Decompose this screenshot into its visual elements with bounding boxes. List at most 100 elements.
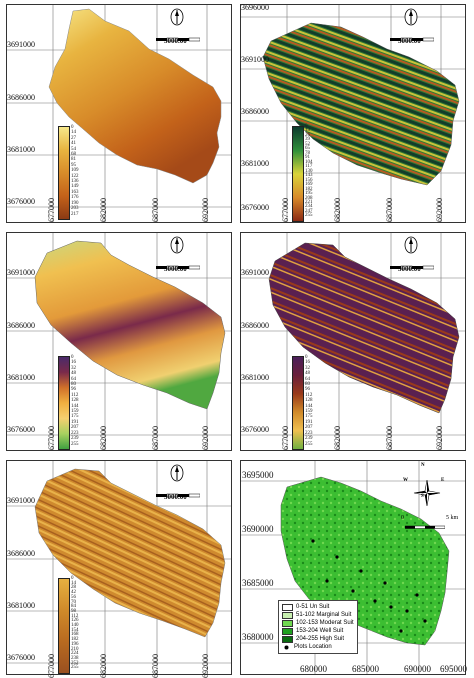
northing-tick-label: 3686000	[7, 321, 35, 330]
legend-value: 109	[71, 168, 79, 174]
legend-entry-label: 51-102 Marginal Suit	[296, 612, 352, 618]
easting-tick-label: 682000	[99, 654, 108, 678]
legend-value: 28	[71, 585, 76, 591]
legend-value: 68	[71, 152, 76, 158]
northing-tick-label: 3681000	[7, 373, 35, 382]
easting-tick-label: 692000	[201, 198, 210, 222]
study-area-shape	[48, 8, 222, 184]
legend-value: 207	[71, 425, 79, 431]
legend-value: 144	[305, 403, 313, 409]
northing-tick-label: 3690000	[242, 524, 274, 534]
legend-value: 191	[305, 419, 313, 425]
north-arrow-icon	[169, 8, 185, 33]
color-ramp-legend	[58, 356, 70, 450]
northing-tick-label: 3676000	[7, 425, 35, 434]
legend-values: 0 16 32 48 64 80 96 112 128 144 159 175 191 207 223 239…	[71, 355, 79, 447]
scale-label: 3000.00	[164, 37, 187, 45]
color-ramp-legend	[292, 356, 304, 450]
class-swatch	[282, 603, 293, 611]
suitability-legend: 0-51 Un Suit 51-102 Marginal Suit 102-153 …	[278, 600, 358, 654]
northing-tick-label: 3676000	[7, 197, 35, 206]
legend-value: 117	[305, 164, 313, 170]
legend-value: 203	[71, 206, 79, 212]
class-swatch	[282, 619, 293, 627]
easting-tick-label: 687000	[385, 198, 394, 222]
easting-tick-label: 677000	[47, 654, 56, 678]
legend-value: 247	[305, 208, 313, 214]
northing-tick-label: 3695000	[242, 470, 274, 480]
northing-tick-label: 3686000	[7, 93, 35, 102]
easting-tick-label: 692000	[435, 426, 444, 450]
legend-value: 239	[305, 436, 313, 442]
study-area-shape	[34, 240, 226, 410]
northing-tick-label: 3691000	[7, 40, 35, 49]
legend-value: 130	[305, 168, 313, 174]
scale-bar	[156, 30, 201, 48]
study-area-shape	[268, 242, 460, 414]
map-canvas	[7, 5, 231, 222]
legend-value: 128	[305, 398, 313, 404]
legend-entry: 0-51 Un Suit	[282, 603, 354, 611]
legend-value: 112	[71, 613, 79, 619]
compass-letter-w: W	[403, 478, 408, 483]
northing-tick-label: 3686000	[241, 107, 269, 116]
scale-label: 5 km	[446, 515, 459, 521]
northing-tick-label: 3691000	[241, 55, 269, 64]
scale-bar	[404, 517, 446, 535]
easting-tick-label: 695000	[440, 664, 467, 674]
legend-value: 65	[305, 146, 310, 152]
map-canvas	[241, 5, 465, 222]
scale-label: 0	[401, 515, 404, 521]
legend-value: 14	[71, 130, 76, 136]
class-swatch	[282, 627, 293, 635]
class-swatch	[282, 611, 293, 619]
legend-value: 0	[71, 125, 74, 130]
legend-value: 238	[71, 655, 79, 661]
legend-value: 80	[71, 382, 76, 388]
legend-value: 207	[305, 425, 313, 431]
legend-value: 27	[71, 135, 76, 141]
northing-tick-label: 3691000	[241, 268, 269, 277]
northing-tick-label: 3676000	[241, 425, 269, 434]
north-arrow-icon	[403, 236, 419, 261]
legend-value: 255	[305, 441, 313, 447]
legend-value: 48	[305, 371, 310, 377]
legend-value: 0	[305, 124, 308, 129]
study-area-shape	[262, 22, 460, 186]
legend-value: 128	[71, 398, 79, 404]
northing-tick-label: 3681000	[7, 145, 35, 154]
legend-value: 149	[71, 184, 79, 190]
legend-value: 16	[71, 360, 76, 366]
legend-value: 122	[71, 173, 79, 179]
easting-tick-label: 687000	[385, 426, 394, 450]
northing-tick-label: 3676000	[241, 203, 269, 212]
northing-tick-label: 3681000	[241, 159, 269, 168]
legend-value: 223	[71, 430, 79, 436]
legend-value: 144	[71, 403, 79, 409]
easting-tick-label: 692000	[201, 426, 210, 450]
northing-tick-label: 3681000	[7, 601, 35, 610]
legend-value: 255	[71, 665, 79, 671]
easting-tick-label: 680000	[300, 664, 327, 674]
legend-value: 255	[71, 441, 79, 447]
class-swatch	[282, 635, 293, 643]
easting-tick-label: 687000	[151, 654, 160, 678]
legend-value: 140	[71, 623, 79, 629]
legend-values: 0 14 28 42 56 70 84 98 112 126 140 154 168 182 196 210 2…	[71, 576, 79, 671]
color-ramp-legend	[58, 578, 70, 674]
legend-value: 234	[305, 204, 313, 210]
legend-entry-label: 153-204 Well Suit	[296, 628, 344, 634]
north-arrow-icon	[169, 464, 185, 489]
legend-value: 217	[71, 211, 79, 217]
legend-value: 96	[71, 387, 76, 393]
legend-value: 0	[71, 355, 74, 360]
legend-value: 81	[71, 157, 76, 163]
color-ramp-legend	[292, 126, 304, 222]
compass-letter-e: E	[441, 478, 445, 483]
scale-label: 3000.00	[398, 37, 421, 45]
easting-tick-label: 682000	[333, 198, 342, 222]
legend-value: 176	[71, 195, 79, 201]
legend-value: 56	[71, 594, 76, 600]
easting-tick-label: 690000	[404, 664, 431, 674]
legend-value: 91	[305, 155, 310, 161]
